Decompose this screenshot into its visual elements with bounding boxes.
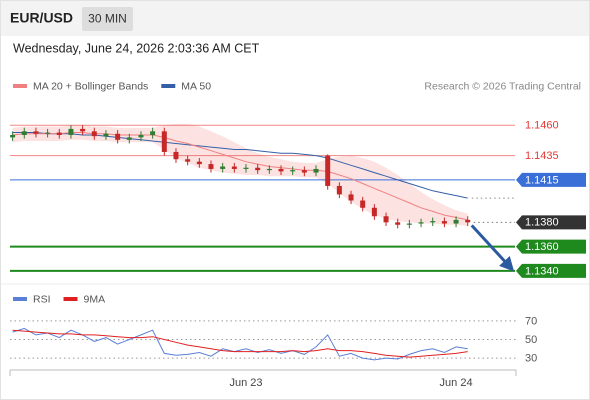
- candle-body: [220, 166, 226, 169]
- level-label: 1.1435: [525, 150, 559, 162]
- level-label: 1.1380: [525, 217, 559, 229]
- candle-body: [301, 170, 307, 173]
- candle-body: [103, 133, 109, 137]
- interval: 30 MIN: [88, 12, 127, 26]
- candle-body: [371, 207, 377, 217]
- candle-body: [196, 161, 202, 165]
- candle-body: [173, 151, 179, 160]
- candle-body: [115, 133, 121, 140]
- y-tick-label: 50: [525, 334, 537, 346]
- candle-body: [231, 166, 237, 169]
- level-label: 1.1460: [525, 120, 559, 132]
- legend-label: RSI: [33, 293, 51, 305]
- legend-label: MA 20 + Bollinger Bands: [33, 80, 148, 92]
- rsi-line: [12, 329, 468, 358]
- rsi-line: [12, 327, 468, 361]
- legend-swatch: [13, 84, 27, 88]
- candle-body: [360, 200, 366, 208]
- candle-body: [325, 155, 331, 186]
- candle-body: [453, 219, 459, 224]
- ma50-line: [12, 132, 468, 199]
- legend-swatch: [13, 297, 27, 301]
- legend-swatch: [161, 84, 176, 88]
- legend-swatch: [63, 297, 78, 301]
- candle-body: [68, 128, 74, 135]
- candle-body: [185, 159, 191, 162]
- x-tick-label: Jun 24: [440, 377, 473, 389]
- y-tick-label: 70: [525, 315, 537, 327]
- bollinger-band: [12, 124, 468, 226]
- candle-body: [441, 221, 447, 224]
- candle-body: [465, 219, 471, 223]
- candle-body: [290, 170, 296, 172]
- candle-body: [255, 167, 261, 171]
- candle-body: [138, 134, 144, 138]
- candle-body: [313, 168, 319, 173]
- candle-body: [430, 221, 436, 223]
- level-label: 1.1360: [525, 241, 559, 253]
- legend-label: 9MA: [84, 293, 106, 305]
- candle-body: [10, 134, 16, 138]
- candle-body: [45, 132, 51, 134]
- y-tick-label: 30: [525, 352, 537, 364]
- projection-arrow: [470, 224, 510, 266]
- x-tick-label: Jun 23: [229, 377, 262, 389]
- credit: Research © 2026 Trading Central: [424, 80, 581, 92]
- candle-body: [91, 131, 97, 137]
- symbol: EUR/USD: [10, 10, 73, 26]
- interval-box: [82, 7, 133, 31]
- candle-body: [56, 132, 62, 135]
- candle-body: [278, 168, 284, 172]
- candle-body: [208, 164, 214, 169]
- candle-body: [80, 128, 86, 132]
- candle-body: [266, 168, 272, 171]
- candle-body: [395, 222, 401, 225]
- level-label: 1.1415: [525, 174, 559, 186]
- candle-body: [348, 194, 354, 201]
- candle-body: [336, 185, 342, 195]
- candle-body: [150, 131, 156, 135]
- level-label-box: [516, 215, 586, 230]
- candle-body: [21, 131, 27, 135]
- candle-body: [418, 222, 424, 224]
- candle-body: [33, 131, 39, 134]
- level-label-box: [516, 172, 586, 187]
- timestamp: Wednesday, June 24, 2026 2:03:36 AM CET: [13, 41, 260, 55]
- level-label-box: [516, 263, 586, 278]
- candle-body: [383, 216, 389, 223]
- candle-body: [243, 167, 249, 169]
- level-label-box: [516, 239, 586, 254]
- candle-body: [126, 137, 132, 140]
- legend-label: MA 50: [181, 80, 211, 92]
- candle-body: [161, 131, 167, 152]
- projection-arrowhead: [499, 256, 515, 272]
- level-label: 1.1340: [525, 265, 559, 277]
- ma20-line: [12, 132, 468, 221]
- candle-body: [406, 223, 412, 225]
